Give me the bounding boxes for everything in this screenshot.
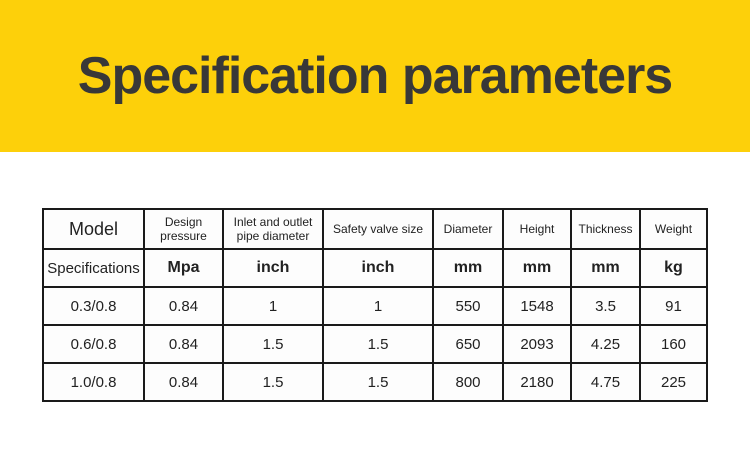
cell-design-pressure-value: 0.84 — [143, 324, 224, 364]
cell-safety-valve-value: 1.5 — [322, 324, 434, 364]
header-cell-model: Model — [42, 208, 145, 250]
table-row: 1.0/0.8 0.84 1.5 1.5 800 2180 4.75 225 — [42, 362, 708, 402]
specification-table: Model Design pressure Inlet and outlet p… — [42, 208, 708, 402]
table-header-row: Model Design pressure Inlet and outlet p… — [42, 208, 708, 250]
table-row: 0.3/0.8 0.84 1 1 550 1548 3.5 91 — [42, 286, 708, 326]
header-cell-design-pressure: Design pressure — [143, 208, 224, 250]
cell-model-value: 1.0/0.8 — [42, 362, 145, 402]
cell-diameter-value: 650 — [432, 324, 504, 364]
cell-weight-value: 160 — [639, 324, 708, 364]
content-area: Model Design pressure Inlet and outlet p… — [0, 152, 750, 402]
units-cell-inch-1: inch — [222, 248, 324, 288]
cell-diameter-value: 550 — [432, 286, 504, 326]
header-cell-height: Height — [502, 208, 572, 250]
cell-design-pressure-value: 0.84 — [143, 362, 224, 402]
cell-inlet-outlet-value: 1 — [222, 286, 324, 326]
table-row: 0.6/0.8 0.84 1.5 1.5 650 2093 4.25 160 — [42, 324, 708, 364]
units-cell-mpa: Mpa — [143, 248, 224, 288]
title-banner: Specification parameters — [0, 0, 750, 152]
cell-model-value: 0.3/0.8 — [42, 286, 145, 326]
header-cell-diameter: Diameter — [432, 208, 504, 250]
header-cell-thickness: Thickness — [570, 208, 641, 250]
cell-thickness-value: 3.5 — [570, 286, 641, 326]
header-cell-weight: Weight — [639, 208, 708, 250]
cell-weight-value: 225 — [639, 362, 708, 402]
table-units-row: Specifications Mpa inch inch mm mm mm kg — [42, 248, 708, 288]
units-cell-specifications: Specifications — [42, 248, 145, 288]
page-title: Specification parameters — [77, 47, 673, 105]
units-cell-mm-2: mm — [502, 248, 572, 288]
cell-height-value: 2093 — [502, 324, 572, 364]
units-cell-mm-1: mm — [432, 248, 504, 288]
cell-height-value: 1548 — [502, 286, 572, 326]
cell-inlet-outlet-value: 1.5 — [222, 362, 324, 402]
units-cell-inch-2: inch — [322, 248, 434, 288]
cell-safety-valve-value: 1.5 — [322, 362, 434, 402]
header-cell-safety-valve: Safety valve size — [322, 208, 434, 250]
cell-thickness-value: 4.75 — [570, 362, 641, 402]
units-cell-mm-3: mm — [570, 248, 641, 288]
cell-weight-value: 91 — [639, 286, 708, 326]
cell-thickness-value: 4.25 — [570, 324, 641, 364]
header-cell-inlet-outlet: Inlet and outlet pipe diameter — [222, 208, 324, 250]
cell-height-value: 2180 — [502, 362, 572, 402]
cell-model-value: 0.6/0.8 — [42, 324, 145, 364]
cell-safety-valve-value: 1 — [322, 286, 434, 326]
cell-design-pressure-value: 0.84 — [143, 286, 224, 326]
cell-diameter-value: 800 — [432, 362, 504, 402]
units-cell-kg: kg — [639, 248, 708, 288]
cell-inlet-outlet-value: 1.5 — [222, 324, 324, 364]
